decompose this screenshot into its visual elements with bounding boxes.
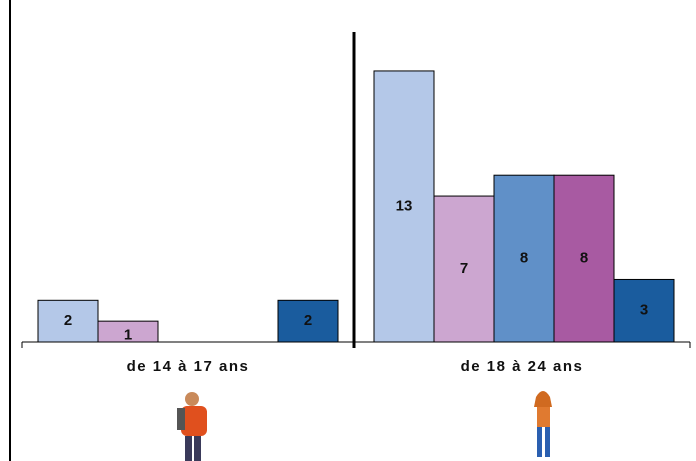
category-label: de 14 à 17 ans: [127, 358, 250, 375]
boy-figure: [177, 392, 207, 461]
data-label: 3: [640, 302, 648, 319]
bar: [613, 278, 675, 343]
bar: [37, 299, 99, 343]
bar: [373, 70, 435, 343]
bar: [553, 174, 615, 343]
data-label: 7: [460, 260, 468, 277]
bar: [433, 195, 495, 343]
bar: [277, 299, 339, 343]
data-label: 8: [520, 250, 528, 267]
category-label: de 18 à 24 ans: [461, 358, 584, 375]
data-label: 13: [396, 197, 413, 214]
bar: [493, 174, 555, 343]
data-label: 2: [64, 312, 72, 329]
data-label: 8: [580, 250, 588, 267]
data-label: 2: [304, 312, 312, 329]
data-label: 1: [124, 327, 132, 344]
bar: [97, 320, 159, 343]
girl-figure: [534, 391, 552, 457]
